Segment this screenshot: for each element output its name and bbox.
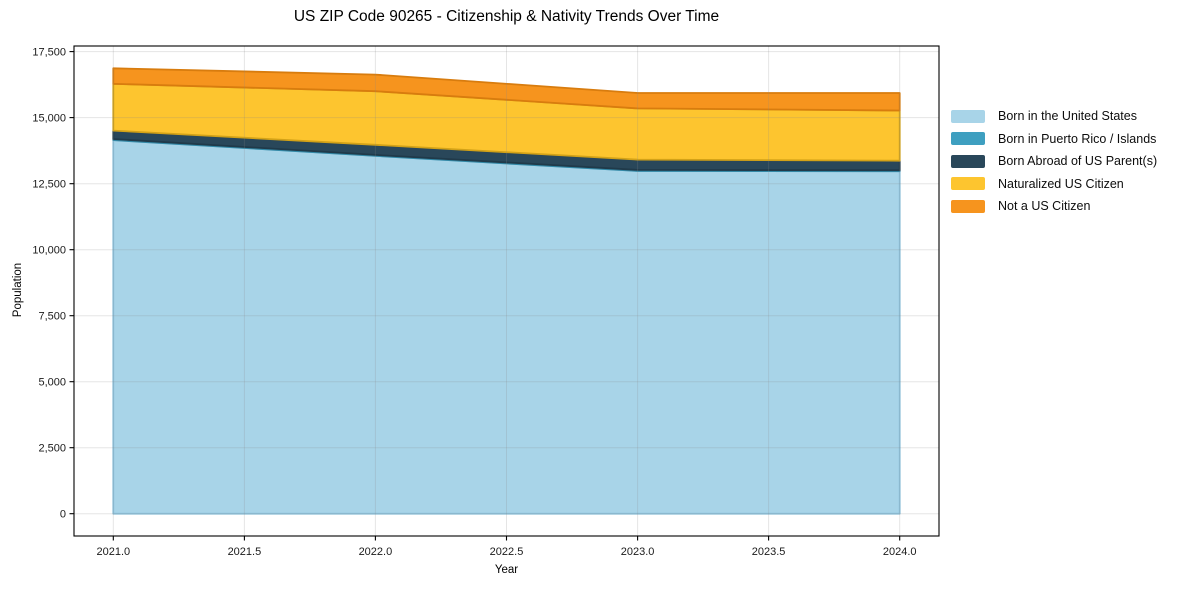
y-tick-label: 10,000: [32, 245, 66, 257]
legend-item: Naturalized US Citizen: [951, 173, 1157, 196]
legend-label: Born in Puerto Rico / Islands: [998, 131, 1157, 146]
legend-label: Naturalized US Citizen: [998, 176, 1124, 191]
chart-title: US ZIP Code 90265 - Citizenship & Nativi…: [293, 8, 720, 25]
legend-swatch-naturalized-us-citizen: [951, 177, 985, 191]
legend-swatch-born-abroad-of-us-parents: [951, 154, 985, 168]
y-tick-label: 7,500: [38, 311, 66, 323]
legend-swatch-born-in-the-united-states: [951, 109, 985, 123]
x-tick-label: 2023.5: [752, 546, 786, 558]
x-axis-title: Year: [494, 564, 519, 576]
legend-label: Born Abroad of US Parent(s): [998, 154, 1158, 169]
x-tick-label: 2023.0: [621, 546, 655, 558]
y-tick-label: 12,500: [32, 179, 66, 191]
legend: Born in the United States Born in Puerto…: [951, 105, 1157, 218]
y-tick-label: 2,500: [38, 443, 66, 455]
legend-label: Not a US Citizen: [998, 199, 1091, 214]
y-tick-label: 5,000: [38, 377, 66, 389]
legend-item: Born in the United States: [951, 105, 1157, 128]
y-tick-label: 0: [60, 509, 66, 521]
legend-item: Born in Puerto Rico / Islands: [951, 128, 1157, 151]
x-tick-label: 2021.5: [228, 546, 262, 558]
legend-item: Not a US Citizen: [951, 195, 1157, 218]
legend-label: Born in the United States: [998, 109, 1137, 124]
x-tick-label: 2022.5: [490, 546, 524, 558]
x-tick-label: 2024.0: [883, 546, 917, 558]
y-tick-label: 17,500: [32, 46, 66, 58]
x-tick-label: 2021.0: [96, 546, 130, 558]
x-tick-label: 2022.0: [359, 546, 393, 558]
y-axis-title: Population: [12, 262, 24, 318]
legend-swatch-not-a-us-citizen: [951, 199, 985, 213]
legend-item: Born Abroad of US Parent(s): [951, 150, 1157, 173]
y-tick-label: 15,000: [32, 112, 66, 124]
area-not-a-us-citizen: [112, 67, 901, 112]
legend-swatch-born-in-puerto-rico-islands: [951, 132, 985, 146]
